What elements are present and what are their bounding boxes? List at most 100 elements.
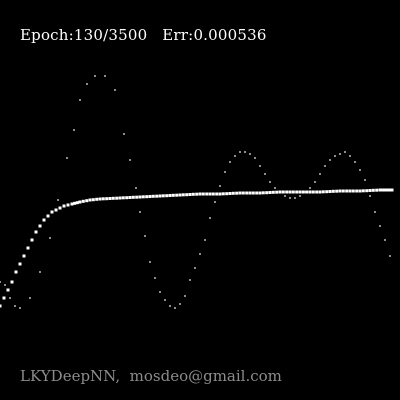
- target-point: [299, 195, 301, 197]
- prediction-point: [208, 192, 212, 196]
- prediction-point: [375, 188, 379, 192]
- target-point: [174, 307, 176, 309]
- prediction-point: [378, 188, 382, 192]
- target-point: [254, 157, 256, 159]
- prediction-point: [178, 193, 182, 197]
- prediction-point: [14, 270, 18, 274]
- prediction-point: [348, 189, 352, 193]
- target-point: [234, 155, 236, 157]
- prediction-point: [70, 202, 74, 206]
- prediction-point: [54, 208, 58, 212]
- prediction-point: [371, 188, 375, 192]
- target-point: [144, 235, 146, 237]
- prediction-point: [261, 191, 265, 195]
- target-series: [0, 75, 391, 309]
- prediction-point: [331, 189, 335, 193]
- target-point: [66, 157, 68, 159]
- prediction-point: [141, 195, 145, 199]
- prediction-point: [390, 188, 394, 192]
- target-point: [73, 129, 75, 131]
- prediction-point: [158, 194, 162, 198]
- target-point: [259, 165, 261, 167]
- prediction-point: [131, 195, 135, 199]
- target-point: [339, 153, 341, 155]
- target-point: [204, 239, 206, 241]
- target-point: [379, 225, 381, 227]
- prediction-point: [248, 191, 252, 195]
- target-point: [154, 277, 156, 279]
- prediction-point: [271, 190, 275, 194]
- prediction-point: [205, 192, 209, 196]
- prediction-point: [387, 188, 391, 192]
- prediction-point: [88, 198, 92, 202]
- target-point: [114, 89, 116, 91]
- prediction-point: [305, 190, 309, 194]
- target-point: [384, 239, 386, 241]
- prediction-point: [30, 238, 34, 242]
- prediction-point: [128, 196, 132, 199]
- prediction-point: [34, 230, 38, 234]
- prediction-point: [381, 188, 385, 192]
- prediction-point: [22, 254, 26, 258]
- prediction-point: [161, 194, 165, 198]
- prediction-point: [238, 191, 242, 195]
- prediction-point: [278, 190, 282, 194]
- target-point: [324, 165, 326, 167]
- prediction-point: [225, 192, 229, 196]
- epoch-value: 130/3500: [73, 26, 148, 44]
- prediction-point: [384, 188, 388, 192]
- prediction-point: [335, 189, 339, 193]
- prediction-point: [148, 195, 152, 198]
- prediction-point: [2, 296, 6, 300]
- target-point: [319, 173, 321, 175]
- prediction-point: [245, 191, 249, 195]
- prediction-point: [268, 191, 272, 194]
- prediction-point: [201, 192, 205, 196]
- prediction-point: [135, 195, 139, 199]
- target-point: [139, 211, 141, 213]
- target-point: [86, 83, 88, 85]
- prediction-point: [221, 192, 225, 196]
- prediction-point: [38, 224, 42, 228]
- prediction-point: [78, 200, 82, 204]
- target-point: [29, 297, 31, 299]
- prediction-point: [58, 206, 62, 210]
- prediction-point: [285, 190, 289, 194]
- target-point: [135, 187, 137, 189]
- prediction-point: [325, 190, 329, 194]
- prediction-point: [168, 194, 172, 197]
- target-point: [169, 305, 171, 307]
- target-point: [334, 155, 336, 157]
- prediction-series: [0, 188, 394, 308]
- target-point: [0, 281, 1, 283]
- prediction-point: [198, 192, 202, 196]
- target-point: [239, 151, 241, 153]
- target-point: [214, 201, 216, 203]
- target-point: [389, 255, 391, 257]
- prediction-point: [46, 214, 50, 218]
- target-point: [224, 171, 226, 173]
- target-point: [359, 169, 361, 171]
- prediction-point: [328, 190, 332, 193]
- prediction-point: [10, 280, 14, 284]
- target-point: [269, 181, 271, 183]
- prediction-point: [321, 190, 325, 194]
- prediction-point: [81, 199, 85, 203]
- prediction-point: [291, 190, 295, 194]
- target-point: [314, 181, 316, 183]
- target-point: [229, 161, 231, 163]
- prediction-point: [361, 189, 365, 193]
- epoch-label: Epoch:: [20, 26, 74, 44]
- prediction-point: [151, 194, 155, 198]
- target-point: [189, 279, 191, 281]
- prediction-point: [355, 189, 359, 193]
- prediction-point: [258, 191, 262, 195]
- prediction-point: [251, 191, 255, 195]
- target-point: [349, 155, 351, 157]
- target-point: [9, 297, 11, 299]
- prediction-point: [50, 210, 54, 214]
- target-point: [199, 253, 201, 255]
- target-point: [49, 237, 51, 239]
